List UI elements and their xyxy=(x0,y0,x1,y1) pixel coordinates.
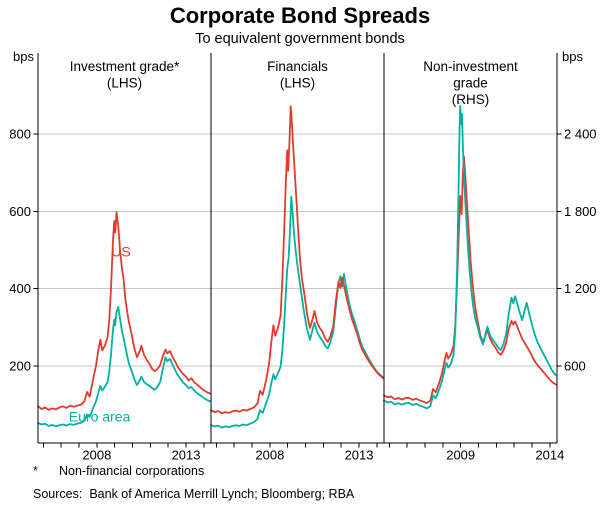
right-axis-tick-label: 600 xyxy=(564,358,586,373)
panel-title-line: grade xyxy=(453,76,488,91)
panel-title-line: (LHS) xyxy=(107,76,142,91)
panel-title-line: Investment grade* xyxy=(70,59,180,74)
x-axis-year-label: 2008 xyxy=(82,448,111,463)
x-axis-year-label: 2014 xyxy=(535,448,564,463)
series-line-euro-area xyxy=(37,306,212,428)
left-axis-tick-label: 200 xyxy=(9,358,31,373)
left-axis-tick-label: 600 xyxy=(9,204,31,219)
right-axis-unit-label: bps xyxy=(562,49,583,64)
right-axis-tick-label: 2 400 xyxy=(564,127,597,142)
series-line-us xyxy=(383,155,557,405)
series-annotation-euro-area: Euro area xyxy=(69,408,131,424)
left-axis-unit-label: bps xyxy=(13,49,34,64)
footnote: * Non-financial corporations xyxy=(33,464,204,478)
footnote-text: Non-financial corporations xyxy=(59,464,205,478)
series-annotation-us: US xyxy=(111,243,130,259)
series-line-us xyxy=(210,105,385,415)
chart-subtitle: To equivalent government bonds xyxy=(195,31,405,47)
panel-title-line: (LHS) xyxy=(280,76,315,91)
x-axis-year-label: 2009 xyxy=(446,448,475,463)
sources-line: Sources: Bank of America Merrill Lynch; B… xyxy=(33,487,354,501)
footnote-marker: * xyxy=(33,464,38,478)
series-line-euro-area xyxy=(383,105,557,410)
sources-label: Sources: xyxy=(33,487,83,501)
sources-text: Bank of America Merrill Lynch; Bloomberg… xyxy=(89,487,355,501)
panel-title-line: Financials xyxy=(267,59,328,74)
series-line-us xyxy=(37,211,212,411)
chart-title: Corporate Bond Spreads xyxy=(169,3,431,28)
left-axis-tick-label: 800 xyxy=(9,127,31,142)
x-axis-year-label: 2013 xyxy=(172,448,201,463)
x-axis-year-label: 2013 xyxy=(345,448,374,463)
panel-title-line: Non-investment xyxy=(423,59,518,74)
panel-title-line: (RHS) xyxy=(452,92,490,107)
right-axis-tick-label: 1 200 xyxy=(564,281,597,296)
x-axis-year-label: 2008 xyxy=(255,448,284,463)
series-line-euro-area xyxy=(210,195,385,429)
left-axis-tick-label: 400 xyxy=(9,281,31,296)
right-axis-tick-label: 1 800 xyxy=(564,204,597,219)
